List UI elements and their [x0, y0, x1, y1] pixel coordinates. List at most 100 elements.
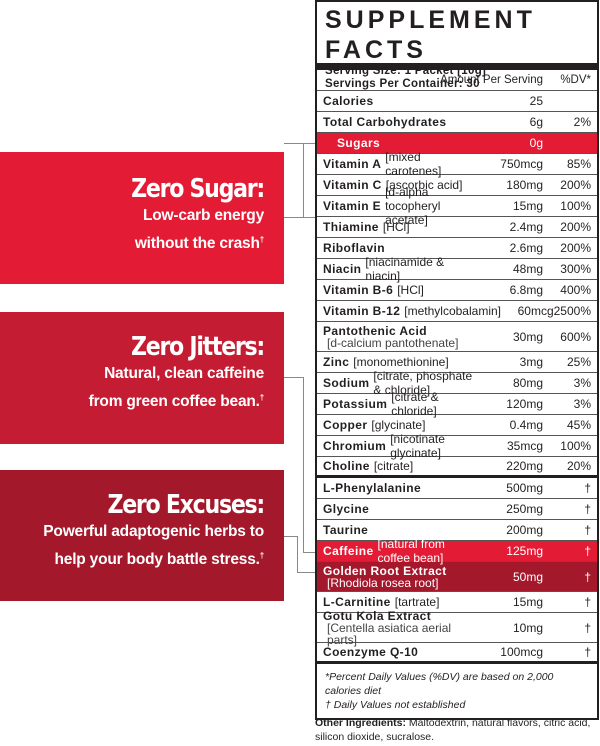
nutrient-name: Zinc — [323, 355, 350, 369]
amount-value: 6.8mg — [509, 283, 543, 297]
nutrient-name: Vitamin E — [323, 199, 382, 213]
amount-value: 6g — [529, 115, 543, 129]
dv-value: † — [584, 595, 591, 609]
dv-value: 20% — [566, 459, 591, 473]
facts-row: Thiamine [HCl] 2.4mg 200% — [317, 217, 597, 238]
nutrient-detail: [citrate] — [373, 459, 414, 473]
amount-value: 750mcg — [500, 157, 543, 171]
facts-row: Taurine 200mg † — [317, 520, 597, 541]
callout-text: Natural, clean caffeine from green coffee… — [88, 365, 265, 411]
amount-value: 25 — [529, 94, 543, 108]
amount-value: 2.6mg — [509, 241, 543, 255]
amount-value: 80mg — [512, 376, 543, 390]
footnotes: *Percent Daily Values (%DV) are based on… — [315, 664, 599, 720]
dv-value: † — [584, 523, 591, 537]
facts-row: Sugars 0g — [317, 133, 597, 154]
other-ingredients: Other Ingredients: Maltodextrin, natural… — [315, 716, 600, 744]
amount-value: 250mg — [506, 502, 543, 516]
facts-row: Niacin [niacinamide & niacin] 48mg 300% — [317, 255, 597, 283]
dv-value: 200% — [560, 220, 591, 234]
supplement-facts-panel: SUPPLEMENT FACTS Serving Size: 1 Packet … — [315, 0, 599, 664]
dv-value: † — [584, 544, 591, 558]
amount-value: 500mg — [506, 481, 543, 495]
dv-value: † — [584, 645, 591, 659]
nutrient-detail: [glycinate] — [371, 418, 426, 432]
amount-value: 220mg — [506, 459, 543, 473]
facts-row: Coenzyme Q-10 100mcg † — [317, 643, 597, 664]
nutrient-name: Riboflavin — [323, 241, 386, 255]
nutrient-name: Golden Root Extract — [323, 563, 447, 578]
dv-value: 45% — [566, 418, 591, 432]
facts-row: Total Carbohydrates 6g 2% — [317, 112, 597, 133]
facts-row: Copper [glycinate] 0.4mg 45% — [317, 415, 597, 436]
amount-value: 200mg — [506, 523, 543, 537]
facts-row: Zinc [monomethionine] 3mg 25% — [317, 352, 597, 373]
dv-value: 3% — [573, 397, 591, 411]
nutrient-name: Sodium — [323, 376, 370, 390]
callout-title: Zero Jitters: — [130, 332, 265, 362]
servings-per-container: Servings Per Container: 30 — [325, 78, 480, 90]
connector-line — [297, 536, 315, 573]
dv-value: † — [584, 502, 591, 516]
nutrient-name: Thiamine — [323, 220, 379, 234]
dv-value: 300% — [560, 262, 591, 276]
nutrient-name: Chromium — [323, 439, 387, 453]
callout-title: Zero Sugar: — [131, 174, 265, 204]
nutrient-name: Coenzyme Q-10 — [323, 645, 419, 659]
dv-value: † — [584, 620, 591, 635]
nutrient-name: Vitamin C — [323, 178, 382, 192]
facts-row: Vitamin A [mixed carotenes] 750mcg 85% — [317, 150, 597, 178]
amount-value: 100mcg — [500, 645, 543, 659]
nutrient-detail: [tartrate] — [394, 595, 440, 609]
facts-row: Calories 25 — [317, 91, 597, 112]
nutrient-detail: [Centella asiatica aerial parts] — [327, 620, 452, 647]
nutrient-detail: [HCl] — [397, 283, 424, 297]
nutrient-name: Calories — [323, 94, 374, 108]
dv-value: 2500% — [553, 304, 591, 318]
nutrient-detail: [citrate & chloride] — [391, 390, 439, 418]
connector-line — [303, 143, 304, 218]
amount-value: 3mg — [519, 355, 543, 369]
dv-value: 2% — [573, 115, 591, 129]
footnote-dagger: † Daily Values not established — [325, 699, 466, 711]
dv-value: 400% — [560, 283, 591, 297]
amount-value: 125mg — [506, 544, 543, 558]
nutrient-detail: [nicotinate glycinate] — [390, 432, 445, 460]
nutrient-detail: [methylcobalamin] — [404, 304, 501, 318]
nutrient-detail: [citrate, phosphate & chloride] — [373, 369, 473, 397]
nutrient-detail: [niacinamide & niacin] — [365, 255, 445, 283]
facts-row: Choline [citrate] 220mg 20% — [317, 457, 597, 478]
facts-row: Vitamin E [d-alpha tocopheryl acetate] 15m… — [317, 185, 597, 227]
nutrient-detail: [d-calcium pantothenate] — [327, 335, 459, 350]
amount-value: 48mg — [512, 262, 543, 276]
nutrient-name: Vitamin B-6 — [323, 283, 394, 297]
nutrient-detail: [HCl] — [382, 220, 410, 234]
facts-row: Chromium [nicotinate glycinate] 35mcg 100% — [317, 432, 597, 460]
facts-header: SUPPLEMENT FACTS Serving Size: 1 Packet … — [317, 2, 597, 90]
nutrient-detail: [d-alpha tocopheryl acetate] — [385, 185, 441, 227]
amount-value: 2.4mg — [509, 220, 543, 234]
amount-value: 30mg — [512, 329, 543, 344]
dv-value: 100% — [560, 199, 591, 213]
nutrient-detail: [monomethionine] — [353, 355, 449, 369]
facts-row: Potassium [citrate & chloride] 120mg 3% — [317, 390, 597, 418]
column-header-row: Amount Per Serving %DV* — [317, 70, 597, 91]
facts-row: Vitamin B-12 [methylcobalamin] 60mcg 2500% — [317, 301, 597, 322]
nutrient-detail: [Rhodiola rosea root] — [327, 575, 439, 590]
facts-row: Glycine 250mg † — [317, 499, 597, 520]
nutrient-name: Potassium — [323, 397, 388, 411]
dv-header: %DV* — [560, 74, 591, 86]
connector-line — [284, 377, 304, 553]
facts-row: Vitamin B-6 [HCl] 6.8mg 400% — [317, 280, 597, 301]
amount-value: 10mg — [512, 620, 543, 635]
dv-value: 200% — [560, 241, 591, 255]
nutrient-name: L-Carnitine — [323, 595, 391, 609]
nutrient-name: Caffeine — [323, 544, 374, 558]
facts-row: Pantothenic Acid [d-calcium pantothenate]… — [317, 322, 597, 352]
facts-row: Gotu Kola Extract [Centella asiatica aeri… — [317, 610, 597, 647]
facts-row: Riboflavin 2.6mg 200% — [317, 238, 597, 259]
nutrient-name: L-Phenylalanine — [323, 481, 422, 495]
amount-value: 120mg — [506, 397, 543, 411]
nutrient-name: Niacin — [323, 262, 362, 276]
serving-size: Serving Size: 1 Packet [10g] — [325, 65, 487, 77]
